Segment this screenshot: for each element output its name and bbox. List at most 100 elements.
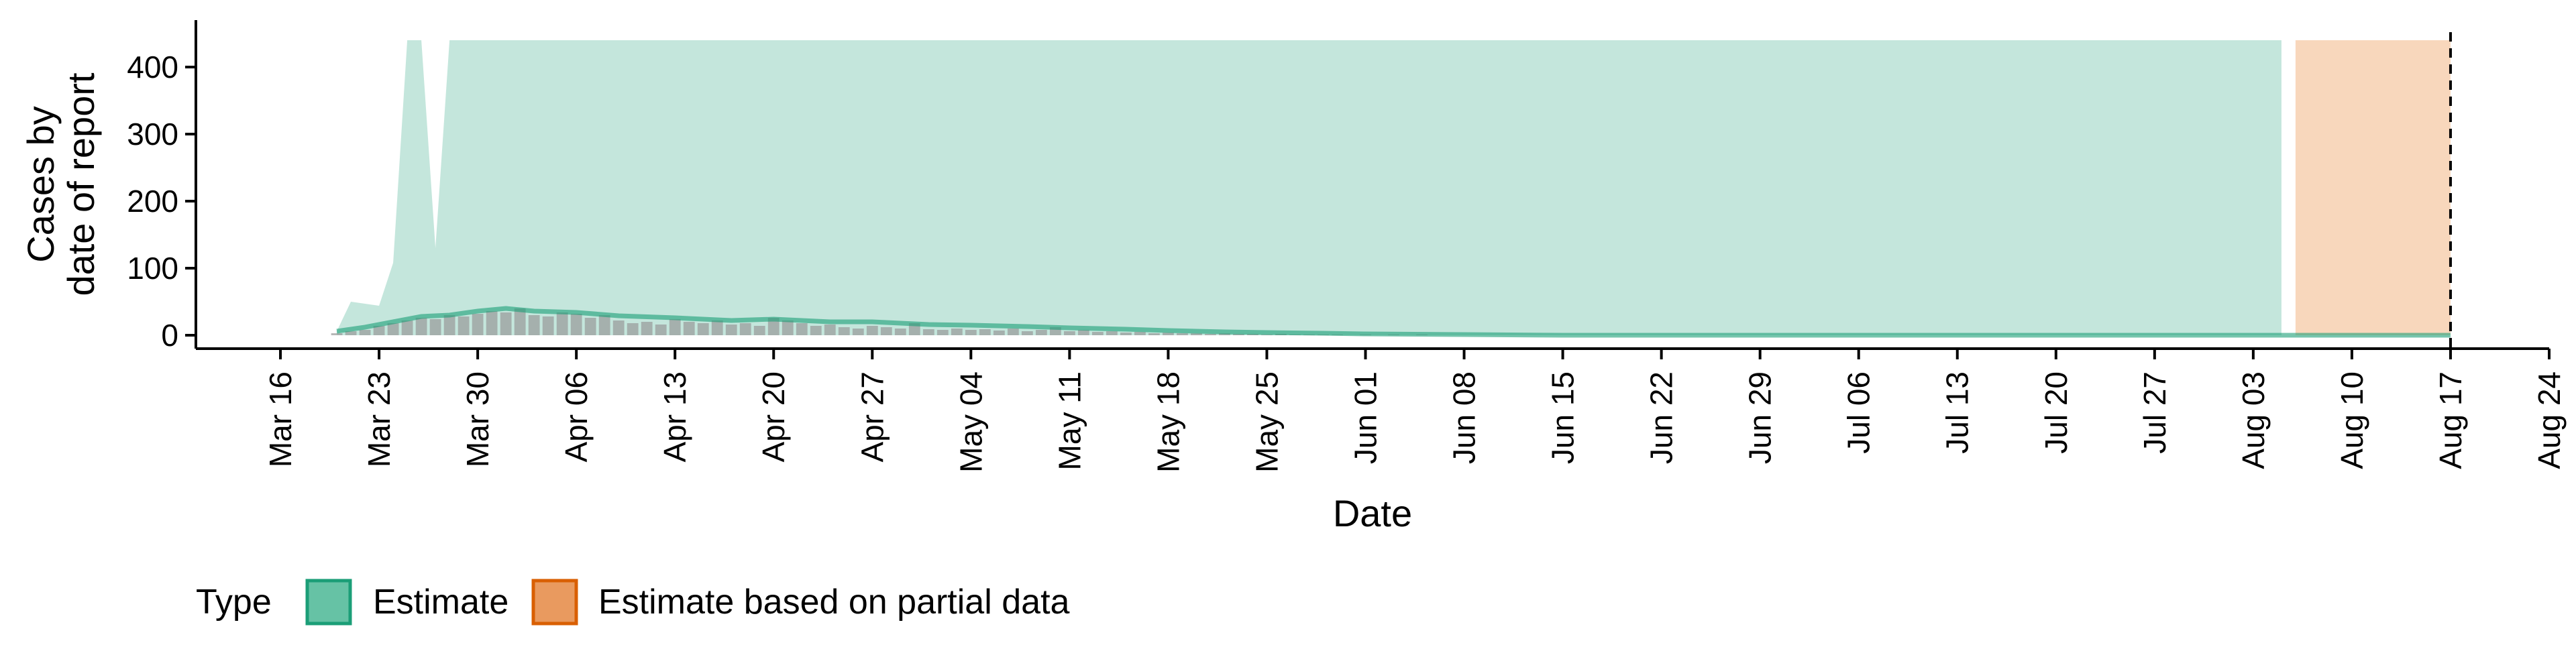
case-bar bbox=[641, 322, 653, 335]
y-axis-title-line: date of report bbox=[60, 72, 102, 296]
median-line-layer bbox=[336, 306, 2451, 338]
case-bar bbox=[683, 322, 695, 335]
case-bar bbox=[612, 320, 625, 335]
case-bar bbox=[993, 331, 1005, 335]
case-bar bbox=[697, 323, 709, 335]
bar-layer bbox=[331, 308, 1428, 335]
x-tick-label: Jul 06 bbox=[1841, 371, 1876, 454]
case-bar bbox=[500, 312, 512, 335]
x-tick-label: Aug 03 bbox=[2236, 371, 2271, 469]
axes-layer: 0 100 200 300 400 Mar 16 Mar 23 Mar 30 Apr 06 Apr… bbox=[19, 20, 2567, 534]
y-tick-label: 300 bbox=[127, 117, 178, 152]
x-tick-label: May 04 bbox=[953, 371, 988, 473]
case-bar bbox=[387, 323, 399, 335]
case-bar bbox=[415, 318, 427, 335]
case-bar bbox=[359, 330, 371, 335]
case-bar bbox=[1191, 333, 1202, 335]
case-bar bbox=[345, 331, 357, 335]
x-tick-label: Aug 24 bbox=[2532, 371, 2567, 469]
case-bar bbox=[951, 329, 963, 335]
x-tick-label: Mar 16 bbox=[263, 371, 298, 467]
case-bar bbox=[711, 320, 723, 335]
case-bar bbox=[486, 311, 498, 335]
x-tick-label: Jun 01 bbox=[1348, 371, 1383, 464]
y-axis-title-line: Cases by bbox=[19, 106, 62, 262]
legend-key-partial bbox=[531, 579, 578, 626]
case-bar bbox=[753, 326, 765, 335]
legend-label: Estimate based on partial data bbox=[598, 583, 1070, 622]
legend-label: Estimate bbox=[373, 583, 508, 622]
case-bar bbox=[1120, 333, 1132, 335]
estimate-band bbox=[337, 40, 2282, 335]
case-bar bbox=[528, 315, 540, 335]
case-bar bbox=[556, 312, 568, 335]
case-bar bbox=[1106, 331, 1118, 335]
x-tick-label: Jul 20 bbox=[2039, 371, 2074, 454]
x-tick-label: May 11 bbox=[1052, 371, 1087, 470]
y-tick-label: 200 bbox=[127, 184, 178, 219]
x-tick-label: May 18 bbox=[1150, 371, 1185, 473]
case-bar bbox=[810, 326, 822, 335]
case-bar bbox=[1007, 329, 1019, 335]
y-tick-label: 0 bbox=[161, 318, 178, 353]
case-bar bbox=[1177, 333, 1188, 335]
x-axis-title: Date bbox=[1333, 492, 1412, 534]
band-layer bbox=[337, 40, 2451, 335]
case-bar bbox=[1091, 332, 1104, 335]
legend: Type Estimate Estimate based on partial da… bbox=[196, 579, 1070, 626]
case-bar bbox=[514, 308, 526, 335]
y-tick-label: 400 bbox=[127, 50, 178, 84]
case-bar bbox=[725, 325, 737, 335]
case-bar bbox=[669, 319, 681, 335]
case-bar bbox=[824, 325, 836, 335]
case-bar bbox=[472, 314, 484, 335]
x-tick-label: Jul 13 bbox=[1940, 371, 1975, 454]
x-tick-label: Aug 10 bbox=[2334, 371, 2369, 469]
case-bar bbox=[1063, 331, 1075, 335]
x-tick-label: Apr 20 bbox=[756, 371, 791, 463]
case-bar bbox=[584, 318, 596, 335]
x-tick-label: May 25 bbox=[1249, 371, 1284, 473]
case-bar bbox=[796, 323, 808, 335]
case-bar bbox=[401, 320, 413, 335]
x-tick-label: Mar 30 bbox=[460, 371, 495, 467]
case-bar bbox=[331, 333, 343, 335]
median-estimate-line bbox=[336, 306, 2451, 338]
case-bar bbox=[1035, 330, 1047, 335]
case-bar bbox=[838, 327, 850, 335]
case-bar bbox=[458, 316, 470, 335]
x-tick-label: Apr 06 bbox=[559, 371, 594, 463]
case-bar bbox=[936, 330, 949, 335]
case-bar bbox=[429, 319, 441, 335]
case-bar bbox=[880, 327, 892, 335]
case-bar bbox=[852, 329, 864, 335]
partial-estimate-band bbox=[2295, 40, 2451, 335]
case-bar bbox=[739, 323, 751, 335]
case-bar bbox=[767, 318, 780, 335]
case-bar bbox=[655, 325, 667, 335]
x-tick-label: Mar 23 bbox=[362, 371, 396, 467]
x-tick-label: Jun 29 bbox=[1743, 371, 1778, 464]
x-tick-label: Apr 27 bbox=[855, 371, 890, 463]
x-tick-label: Aug 17 bbox=[2433, 371, 2468, 469]
legend-title: Type bbox=[196, 583, 272, 622]
case-bar bbox=[627, 323, 639, 335]
case-bar bbox=[570, 314, 582, 335]
case-bar bbox=[1134, 332, 1146, 335]
case-bar bbox=[1077, 330, 1089, 335]
case-bar bbox=[979, 329, 991, 335]
y-tick-label: 100 bbox=[127, 251, 178, 286]
case-bar bbox=[373, 326, 385, 335]
case-bar bbox=[894, 329, 906, 335]
case-bar bbox=[1148, 333, 1160, 335]
y-axis-title: Cases bydate of report bbox=[19, 72, 102, 296]
case-bar bbox=[965, 330, 977, 335]
legend-key-estimate bbox=[305, 579, 352, 626]
case-bar bbox=[866, 326, 878, 335]
case-bar bbox=[1021, 331, 1033, 335]
case-bar bbox=[598, 315, 610, 335]
case-bar bbox=[782, 320, 794, 335]
x-tick-label: Jun 22 bbox=[1644, 371, 1679, 464]
